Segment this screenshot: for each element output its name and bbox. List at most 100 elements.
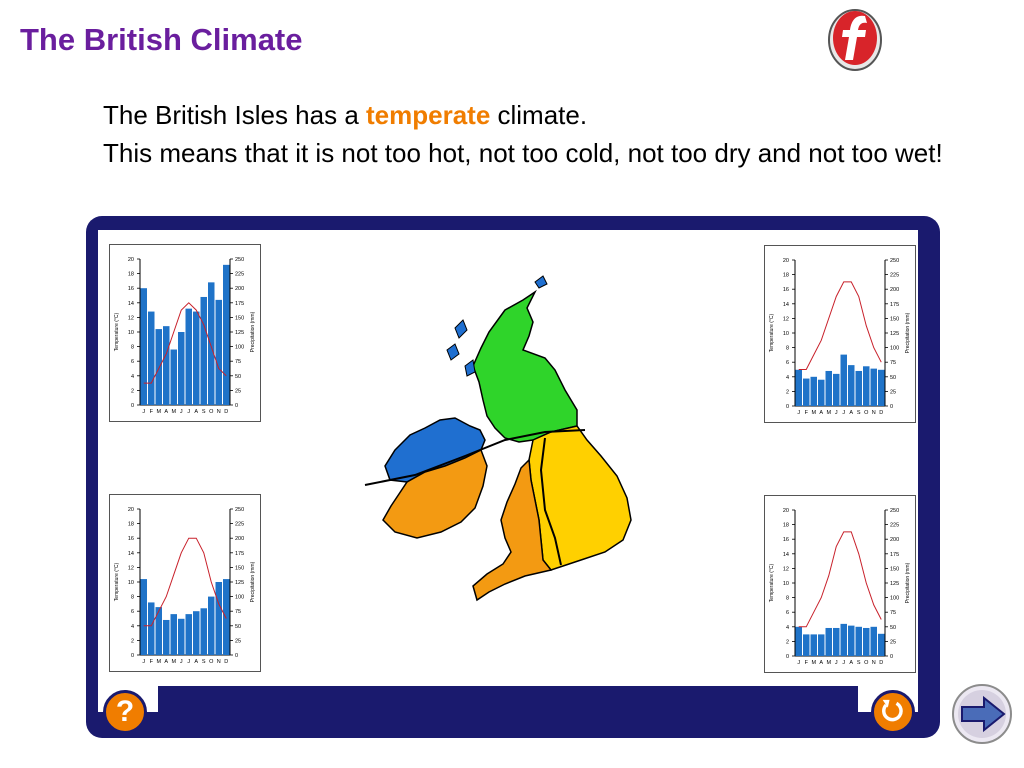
precipitation-bar — [163, 619, 170, 655]
temperature-line — [143, 537, 227, 627]
y-axis-label-right: Precipitation (mm) — [250, 561, 256, 602]
tick-label-right: 225 — [890, 273, 899, 279]
tick-label-right: 25 — [235, 388, 241, 394]
precipitation-bar — [863, 366, 870, 406]
tick-label-right: 125 — [890, 581, 899, 587]
month-label: A — [164, 659, 168, 665]
precipitation-bar — [795, 626, 802, 656]
tick-label-left: 8 — [131, 345, 134, 351]
month-label: A — [194, 659, 198, 665]
precipitation-bar — [148, 602, 155, 655]
month-label: M — [811, 410, 816, 416]
tick-label-left: 0 — [786, 404, 789, 410]
tick-label-left: 16 — [783, 287, 789, 293]
replay-icon — [882, 699, 903, 722]
climate-graph-top-left: 0 2 4 6 8 10 12 14 16 18 20 0 25 50 75 100 125 150 175 200 2… — [109, 244, 261, 422]
precipitation-bar — [223, 579, 230, 655]
month-label: O — [864, 660, 869, 666]
tick-label-left: 8 — [131, 595, 134, 601]
month-label: J — [187, 409, 190, 415]
y-axis-label-right: Precipitation (mm) — [905, 312, 911, 353]
month-label: F — [805, 660, 809, 666]
tick-label-right: 0 — [890, 654, 893, 660]
precipitation-bar — [148, 311, 155, 405]
tick-label-left: 4 — [786, 375, 789, 381]
month-label: M — [156, 409, 161, 415]
tick-label-left: 2 — [786, 389, 789, 395]
tick-label-right: 250 — [890, 508, 899, 514]
precipitation-bar — [170, 349, 177, 405]
intro-line1-start: The British Isles has a — [103, 100, 366, 130]
tick-label-right: 25 — [890, 389, 896, 395]
map-islands-orkney — [534, 275, 548, 289]
month-label: N — [217, 659, 221, 665]
precipitation-bar — [193, 611, 200, 655]
climate-graph-svg: 0246810121416182002550751001251501752002… — [114, 257, 256, 415]
precipitation-bar — [200, 608, 207, 655]
temperature-line — [143, 302, 227, 384]
tick-label-left: 2 — [786, 639, 789, 645]
tick-label-right: 125 — [235, 330, 244, 336]
y-axis-label-right: Precipitation (mm) — [250, 311, 256, 352]
tick-label-right: 75 — [890, 360, 896, 366]
precipitation-bar — [170, 614, 177, 655]
climate-graph-top-right: 0 2 4 6 8 10 12 14 16 18 20 0 25 50 75 100 125 150 175 200 2… — [764, 245, 916, 423]
month-label: D — [224, 409, 228, 415]
month-label: N — [217, 409, 221, 415]
month-label: M — [171, 659, 176, 665]
precipitation-bar — [215, 582, 222, 655]
month-label: J — [187, 659, 190, 665]
month-label: J — [835, 660, 838, 666]
tick-label-left: 20 — [128, 507, 134, 513]
tick-label-right: 150 — [890, 316, 899, 322]
help-button[interactable]: ? — [103, 690, 147, 734]
month-label: A — [194, 409, 198, 415]
precipitation-bar — [178, 618, 185, 655]
tick-label-right: 200 — [235, 536, 244, 542]
tick-label-right: 125 — [235, 580, 244, 586]
replay-button[interactable] — [871, 690, 915, 734]
month-label: N — [872, 660, 876, 666]
climate-graph-bottom-left: 0 2 4 6 8 10 12 14 16 18 20 0 25 50 75 100 125 150 175 200 2… — [109, 494, 261, 672]
month-label: A — [819, 410, 823, 416]
precipitation-bar — [840, 623, 847, 656]
month-label: M — [156, 659, 161, 665]
tick-label-right: 250 — [890, 258, 899, 264]
month-label: A — [164, 409, 168, 415]
precipitation-bar — [870, 368, 877, 406]
tick-label-left: 6 — [131, 359, 134, 365]
map-region-ireland-south — [382, 448, 488, 539]
precipitation-bar — [863, 627, 870, 656]
tick-label-left: 8 — [786, 596, 789, 602]
tick-label-left: 6 — [131, 609, 134, 615]
month-label: J — [797, 660, 800, 666]
month-label: M — [171, 409, 176, 415]
tick-label-left: 12 — [783, 566, 789, 572]
month-label: O — [209, 409, 214, 415]
tick-label-right: 50 — [890, 375, 896, 381]
precipitation-bar — [185, 308, 192, 405]
tick-label-left: 14 — [783, 302, 789, 308]
tick-label-right: 50 — [235, 374, 241, 380]
precipitation-bar — [208, 282, 215, 405]
tick-label-left: 4 — [131, 624, 134, 630]
temperature-line — [798, 531, 882, 628]
tick-label-left: 18 — [128, 522, 134, 528]
tick-label-right: 50 — [890, 625, 896, 631]
tick-label-right: 125 — [890, 331, 899, 337]
tick-label-left: 12 — [128, 565, 134, 571]
precipitation-bar — [818, 634, 825, 656]
tick-label-left: 10 — [128, 580, 134, 586]
month-label: F — [805, 410, 809, 416]
next-arrow-icon[interactable] — [950, 682, 1014, 746]
precipitation-bar — [178, 332, 185, 405]
tick-label-left: 14 — [783, 552, 789, 558]
tick-label-right: 200 — [890, 537, 899, 543]
tick-label-right: 50 — [235, 624, 241, 630]
y-axis-label-left: Temperature (°C) — [114, 562, 120, 601]
month-label: J — [180, 659, 183, 665]
map-region-scotland — [472, 289, 578, 443]
tick-label-right: 250 — [235, 507, 244, 513]
tick-label-left: 4 — [131, 374, 134, 380]
precipitation-bar — [833, 373, 840, 406]
